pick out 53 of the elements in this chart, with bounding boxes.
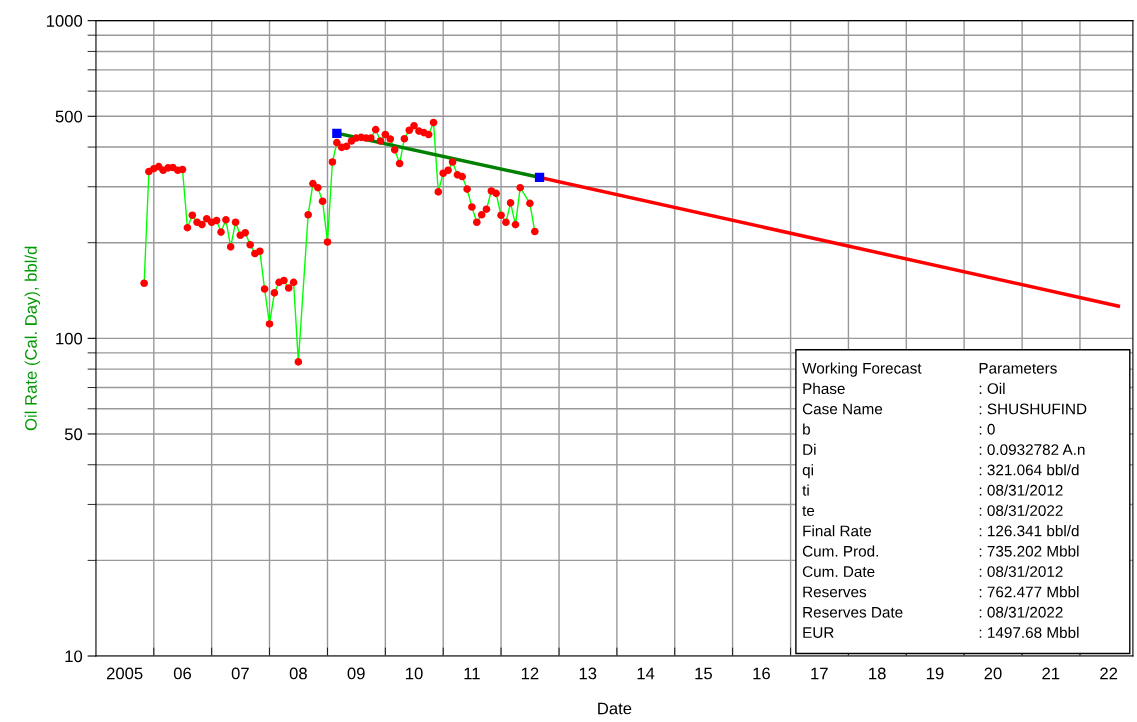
annotation: qi (802, 464, 813, 479)
x-tick-label: 15 (695, 667, 712, 680)
y-tick-label: 100 (56, 332, 83, 345)
x-tick-label: 10 (406, 667, 423, 680)
annotation: : 08/31/2012 (979, 565, 1063, 578)
x-tick-label: 09 (347, 667, 365, 680)
annotation: Reserves (803, 586, 867, 598)
annotation: Reserves Date (803, 607, 903, 618)
x-tick-label: 12 (521, 667, 539, 680)
x-tick-label: 22 (1100, 667, 1118, 680)
annotation: Case Name (802, 403, 883, 415)
annotation: : 08/31/2022 (979, 606, 1063, 618)
annotation: te (802, 505, 815, 517)
annotation: ti (802, 484, 809, 496)
annotation: Final Rate (803, 525, 872, 537)
annotation: Phase (803, 382, 845, 395)
y-tick-label: 1000 (46, 15, 83, 27)
y-tick-label: 50 (64, 428, 83, 441)
x-tick-label: 11 (464, 667, 480, 680)
x-tick-label: 06 (173, 667, 192, 680)
y-tick-label: 10 (65, 650, 83, 663)
annotation: : 321.064 bbl/d (979, 464, 1079, 476)
annotation: : 0 (979, 423, 995, 435)
annotation: b (803, 423, 810, 435)
annotation: : SHUSHUFIND (979, 403, 1087, 415)
annotation: Cum. Prod. (802, 545, 878, 557)
annotation: Parameters (979, 363, 1057, 374)
x-tick-label: 20 (984, 667, 1002, 680)
x-tick-label: 08 (289, 667, 307, 680)
annotation: : 0.0932782 A.n (979, 444, 1085, 456)
x-tick-label: 16 (753, 667, 770, 680)
annotation: : 126.341 bbl/d (979, 525, 1079, 537)
y-axis-title: Oil Rate (Cal. Day), bbl/d (24, 246, 41, 431)
annotation: : 08/31/2012 (979, 484, 1063, 496)
annotation: : 762.477 Mbbl (979, 586, 1079, 598)
x-tick-label: 13 (579, 667, 597, 680)
x-tick-label: 18 (869, 667, 886, 680)
annotation: : 1497.68 Mbbl (979, 626, 1079, 638)
annotation: : 08/31/2022 (979, 504, 1063, 517)
x-axis-title: Date (598, 702, 632, 715)
x-tick-label: 21 (1042, 667, 1060, 680)
annotation: EUR (803, 627, 834, 638)
annotation: Working Forecast (802, 362, 922, 377)
annotation: : Oil (979, 382, 1005, 395)
x-tick-label: 19 (926, 667, 944, 680)
x-tick-label: 14 (637, 667, 655, 680)
y-tick-label: 500 (55, 110, 83, 123)
x-tick-label: 07 (231, 667, 249, 680)
annotation: Cum. Date (802, 566, 875, 578)
x-tick-label: 17 (811, 667, 828, 680)
x-tick-label: 2005 (106, 667, 143, 680)
annotation: : 735.202 Mbbl (979, 545, 1079, 557)
annotation: Di (803, 443, 816, 455)
